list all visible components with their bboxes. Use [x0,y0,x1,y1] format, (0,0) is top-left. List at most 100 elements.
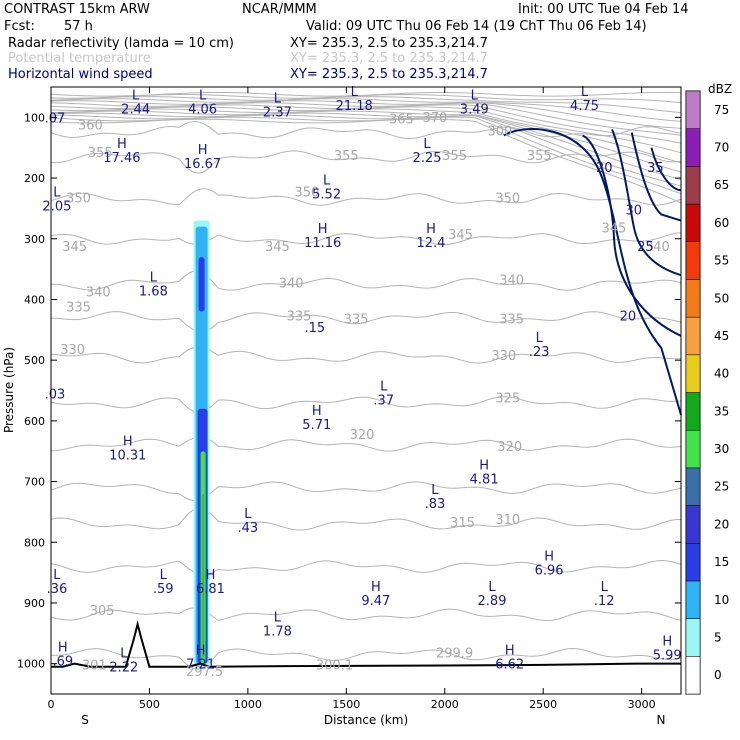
wind-extremum-type: H [479,459,489,474]
wind-extremum-value: 2.37 [263,105,292,120]
theta-contour-label: 335 [344,313,369,328]
y-tick-label: 600 [24,415,45,428]
wind-extremum: L2.22 [109,647,138,676]
theta-isentrope [50,232,682,246]
wind-extremum-value: 1.78 [263,624,292,639]
theta-contour-label: 355 [442,149,467,164]
colorbar-tick-label: 55 [714,254,729,268]
wind-labels: 20 35 30 25 20 [596,161,664,325]
plot-frame [50,86,682,695]
model-title: CONTRAST 15km ARW [4,2,150,17]
wind-extremum-value: .36 [47,582,68,597]
colorbar-swatch [685,241,701,280]
wind-extremum: L5.52 [312,173,341,202]
theta-isentrope [50,311,682,333]
colorbar-swatch [685,166,701,205]
x-tick-label: 0 [48,698,55,711]
wind-extremum-type: H [206,568,216,583]
wind-extremum-type: L [53,568,61,583]
theta-contour-label: 360 [78,118,103,133]
theta-contour-label: 310 [495,513,520,528]
wind-extremum-value: 12.4 [416,236,445,251]
wind-extremum: L21.18 [336,85,373,114]
colorbar-tick-label: 60 [714,216,729,230]
wind-extremum: L2.37 [263,91,292,120]
wind-contour-label: 25 [637,240,654,255]
theta-contour-label: 340 [279,276,304,291]
wind-extremum-value: 4.06 [188,102,217,117]
x-tick-label: 3000 [628,698,656,711]
wind-extremum-type: H [544,550,554,565]
y-tick-label: 100 [24,111,45,124]
wind-extremum-value: 10.31 [109,448,146,463]
colorbar-tick-label: 20 [714,517,729,531]
colorbar-swatch [685,580,701,619]
theta-contour-label: 345 [448,228,473,243]
y-tick-label: 1000 [17,658,45,671]
wind-extremum-value: 2.05 [42,199,71,214]
theta-isentrope [50,150,682,174]
wind-extremum-value: 5.52 [312,187,341,202]
wind-extremum-value: .12 [594,594,615,609]
theta-isentrope [50,98,682,122]
wind-extremum-value: .43 [238,521,259,536]
wind-extremum: H7.21 [186,644,215,673]
reflectivity-band [198,256,205,312]
wind-extremum-value: 2.89 [478,594,507,609]
y-tick-label: 300 [24,233,45,246]
x-axis-label: Distance (km) [324,713,408,727]
wind-extremum-type: H [662,635,672,650]
theta-contour-label: 350 [495,191,520,206]
wind-extremum-value: 21.18 [336,99,373,114]
wind-extremum: L1.68 [139,270,168,299]
fcst-label: Fcst: [4,19,35,34]
wind-extremum: H6.81 [196,568,225,597]
colorbar-tick-label: 25 [714,480,729,494]
wind-extremum-type: L [132,88,140,103]
wind-extremum-type: H [318,222,328,237]
wind-extremum-value: 11.16 [304,236,341,251]
colorbar-unit: dBZ [708,82,732,96]
theta-contour-label: 325 [495,392,520,407]
wind-contour-line [503,128,682,416]
wind-extremum-type: L [274,610,282,625]
theta-contour-label: 355 [88,146,113,161]
wind-extremum: H9.47 [361,580,390,609]
wind-extremum: H6.62 [495,644,524,673]
theta-contour-label: 320 [497,440,522,455]
y-tick-label: 800 [24,536,45,549]
theta-isentrope [50,507,682,531]
wind-extremum: L.59 [153,568,174,597]
theta-contour-label: 301 [82,659,107,674]
theta-contour-label: 370 [422,111,447,126]
wind-extremum: L.12 [594,580,615,609]
colorbar-swatch [685,128,701,167]
colorbar-swatch [685,467,701,506]
wind-contour-label: 20 [620,310,637,325]
reflectivity-fill [193,220,210,667]
wind-extremum: H.69 [52,641,73,670]
wind-extremum-type: L [150,270,158,285]
wind-extremum-type: H [505,644,515,659]
wind-extremum: H4.81 [470,459,499,488]
colorbar-tick-label: 35 [714,404,729,418]
theta-contour-label: 355 [334,149,359,164]
theta-contour-label: 300.1 [316,659,353,674]
colorbar-swatch [685,90,701,129]
wind-extremum-value: .69 [52,655,73,670]
field-wind-xy: XY= 235.3, 2.5 to 235.3,214.7 [290,67,488,82]
x-tick-label: 2000 [431,698,459,711]
wind-extremum-type: L [471,88,479,103]
theta-contour-label: 335 [287,310,312,325]
x-tick-label: 1500 [332,698,360,711]
colorbar-swatch [685,392,701,431]
wind-extremum: L2.05 [42,185,71,214]
wind-extremum: L3.49 [460,88,489,117]
theta-contour-label: 350 [66,191,91,206]
wind-extremum-type: H [371,580,381,595]
colorbar-swatch [685,656,701,695]
theta-contour-label: 340 [499,273,524,288]
colorbar-swatch [685,203,701,242]
